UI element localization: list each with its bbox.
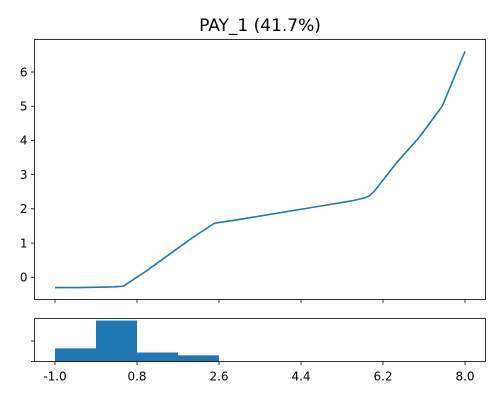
histogram-frame xyxy=(34,318,486,362)
y-tick-label: 5 xyxy=(20,100,28,114)
main-plot-frame xyxy=(34,39,486,300)
main-plot: 0 1 2 3 4 5 6 xyxy=(20,39,486,303)
histogram-bars xyxy=(55,320,219,362)
y-tick-label: 3 xyxy=(20,168,28,182)
x-tick-label: 0.8 xyxy=(127,370,146,384)
histogram-y-ticks xyxy=(31,340,35,362)
x-tick-label: 6.2 xyxy=(373,370,392,384)
histogram-plot: -1.0 0.8 2.6 4.4 6.2 8.0 xyxy=(31,318,486,384)
x-axis-ticks: -1.0 0.8 2.6 4.4 6.2 8.0 xyxy=(43,361,475,384)
x-tick-label: -1.0 xyxy=(43,370,66,384)
series-line xyxy=(55,51,466,289)
y-tick-label: 0 xyxy=(20,271,28,285)
histogram-bar xyxy=(55,348,96,362)
y-tick-label: 2 xyxy=(20,202,28,216)
y-tick-label: 6 xyxy=(20,65,28,79)
x-axis-ticks-main xyxy=(54,299,466,303)
histogram-bar xyxy=(137,352,178,362)
chart-title: PAY_1 (41.7%) xyxy=(199,16,321,36)
y-tick-label: 4 xyxy=(20,134,28,148)
histogram-bar xyxy=(96,320,137,362)
y-tick-label: 1 xyxy=(20,236,28,250)
histogram-bar xyxy=(178,355,219,362)
y-axis-ticks: 0 1 2 3 4 5 6 xyxy=(20,65,35,285)
x-tick-label: 8.0 xyxy=(455,370,474,384)
x-tick-label: 4.4 xyxy=(291,370,310,384)
x-tick-label: 2.6 xyxy=(209,370,228,384)
